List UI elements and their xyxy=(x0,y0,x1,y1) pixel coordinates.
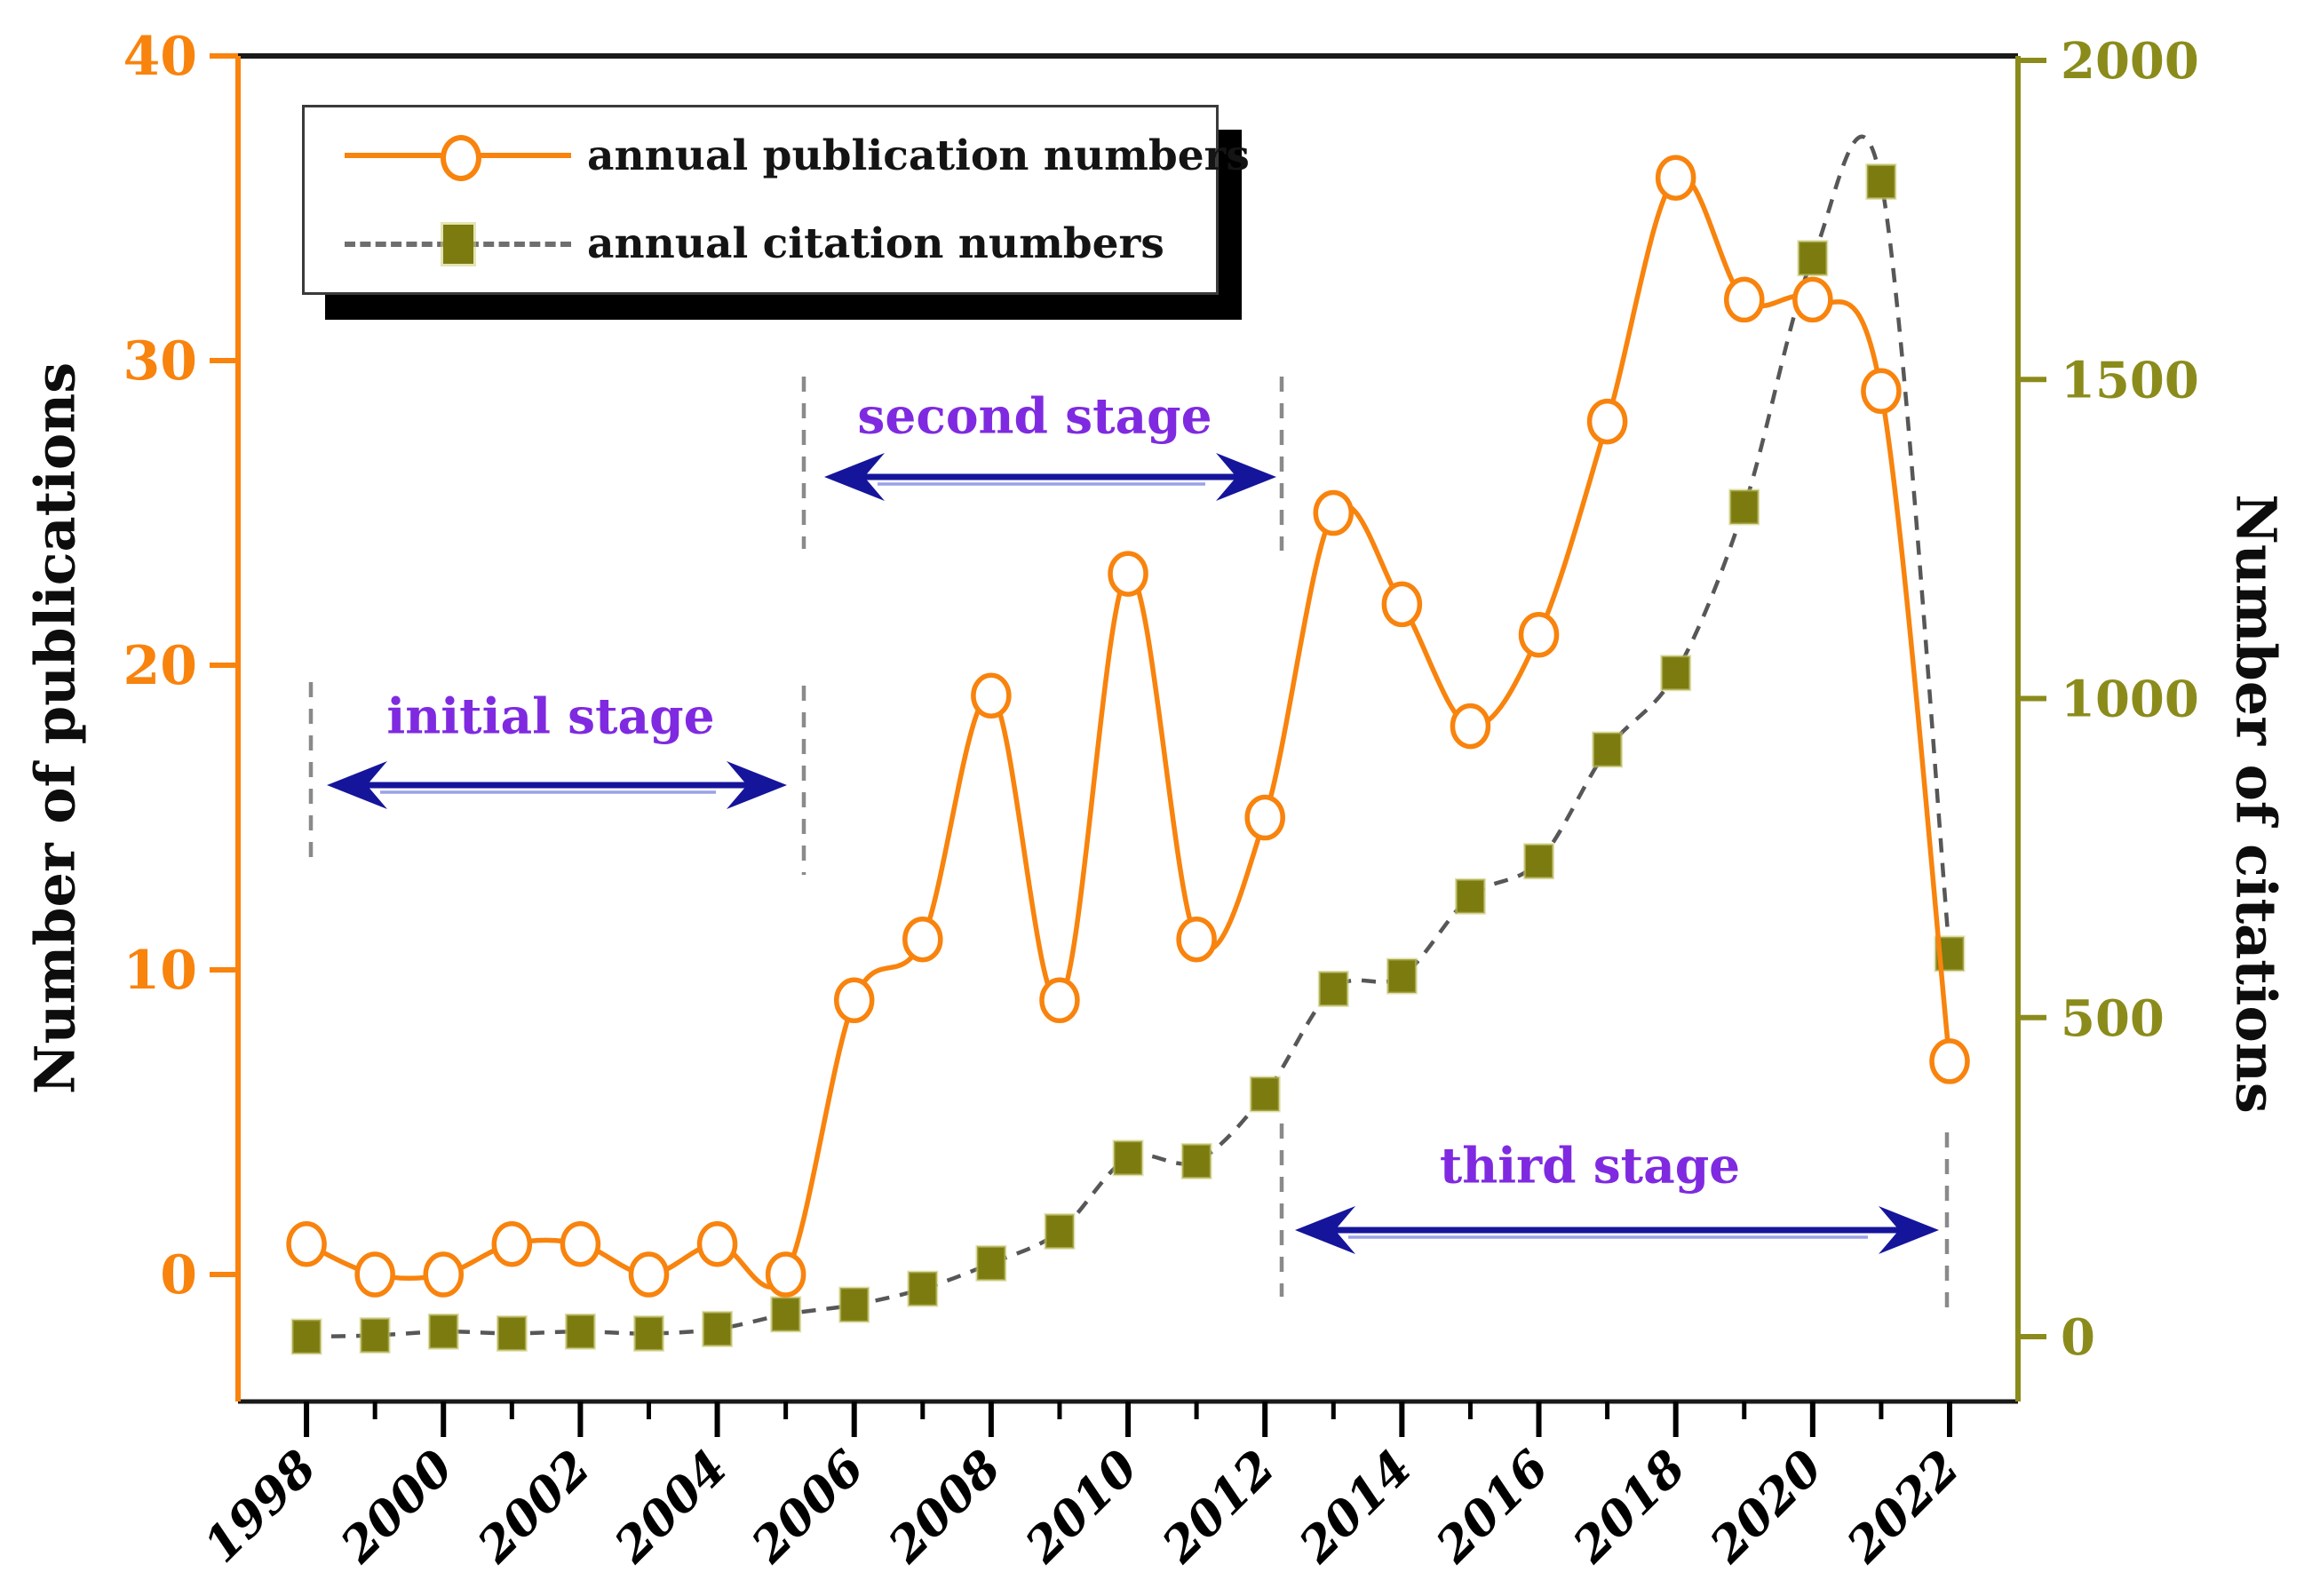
publication-data-point xyxy=(902,916,943,963)
x-axis: 1998 2000 2002 2004 2006 2008 2010 2012 2014 2016… xyxy=(193,1401,1970,1574)
x-axis-year-label: 2016 xyxy=(1424,1439,1559,1574)
citation-data-point xyxy=(1660,655,1692,692)
left-axis-tick-label: 20 xyxy=(123,635,198,697)
publication-data-point xyxy=(1176,916,1217,963)
left-axis: 0 10 20 30 40 xyxy=(123,26,238,1306)
x-axis-year-label: 2010 xyxy=(1013,1439,1148,1574)
legend: annual publication numbers annual citati… xyxy=(302,105,1250,295)
citation-data-point xyxy=(1386,957,1418,995)
legend-label-citations: annual citation numbers xyxy=(587,219,1164,269)
stage-range-arrow xyxy=(1295,1206,1939,1254)
publication-data-point xyxy=(1313,489,1355,536)
left-axis-title: Number of publications xyxy=(22,361,88,1095)
publication-data-point xyxy=(628,1251,670,1298)
publication-data-point xyxy=(1450,703,1491,750)
citation-series xyxy=(290,134,1966,1355)
x-axis-year-label: 2022 xyxy=(1835,1439,1970,1574)
publication-data-point xyxy=(1039,977,1080,1024)
stage-label-second: second stage xyxy=(857,386,1212,445)
left-axis-tick-label: 10 xyxy=(123,940,198,1002)
publication-data-point xyxy=(354,1251,395,1298)
legend-row-citations: annual citation numbers xyxy=(305,204,1216,284)
publication-data-point xyxy=(696,1220,738,1267)
publication-data-point xyxy=(1861,368,1902,415)
publication-data-point xyxy=(1244,794,1285,841)
citation-data-point xyxy=(1728,488,1760,526)
citation-data-point xyxy=(427,1313,459,1350)
citation-data-point xyxy=(702,1310,734,1347)
stage-annotations xyxy=(308,377,1950,1312)
stage-label-third: third stage xyxy=(1439,1136,1741,1195)
publication-data-point xyxy=(423,1251,464,1298)
citation-data-point xyxy=(838,1286,870,1323)
left-axis-tick-label: 30 xyxy=(123,330,198,393)
x-axis-year-label: 2008 xyxy=(877,1439,1012,1574)
x-axis-year-label: 2002 xyxy=(465,1439,600,1574)
citation-data-point xyxy=(1797,240,1829,277)
publication-data-point xyxy=(286,1220,327,1267)
publication-data-point xyxy=(1586,398,1628,445)
x-axis-year-label: 2012 xyxy=(1150,1439,1285,1574)
right-axis-tick-label: 1500 xyxy=(2061,351,2199,409)
stage-label-initial: initial stage xyxy=(386,687,715,745)
right-axis-tick-label: 1000 xyxy=(2061,671,2199,729)
publication-data-point xyxy=(971,672,1012,719)
publication-data-point xyxy=(1108,551,1148,597)
x-axis-year-label: 2014 xyxy=(1287,1439,1422,1574)
x-axis-year-label: 2018 xyxy=(1561,1439,1696,1574)
publication-data-point xyxy=(491,1220,533,1267)
x-axis-year-label: 2020 xyxy=(1698,1439,1833,1574)
citation-data-point xyxy=(359,1317,391,1354)
right-axis-tick-label: 500 xyxy=(2061,989,2165,1048)
citation-data-point xyxy=(1180,1142,1212,1179)
publication-data-point xyxy=(1381,581,1423,628)
publication-data-point xyxy=(1724,276,1765,323)
right-axis-tick-label: 2000 xyxy=(2061,32,2199,91)
publication-data-point xyxy=(765,1251,806,1298)
right-axis-tick-label: 0 xyxy=(2061,1308,2095,1367)
publication-line-marker-icon xyxy=(345,129,571,182)
publication-series xyxy=(286,155,1970,1298)
stage-range-arrow xyxy=(824,453,1276,501)
x-axis-year-label: 2006 xyxy=(740,1439,875,1574)
x-axis-year-label: 2004 xyxy=(603,1439,738,1574)
citation-data-point xyxy=(496,1314,528,1352)
x-axis-year-label: 2000 xyxy=(329,1439,464,1574)
citation-data-point xyxy=(632,1314,664,1352)
publication-data-point xyxy=(1929,1038,1970,1084)
citation-data-point xyxy=(1112,1139,1144,1177)
citation-data-point xyxy=(1592,731,1624,768)
citation-data-point xyxy=(1249,1076,1281,1113)
citation-line-marker-icon xyxy=(345,218,571,271)
right-axis: 0 500 1000 1500 2000 xyxy=(2018,32,2199,1367)
right-axis-title: Number of citations xyxy=(2223,494,2289,1114)
legend-row-publications: annual publication numbers xyxy=(305,115,1250,195)
citation-data-point xyxy=(564,1313,596,1350)
x-axis-year-label: 1998 xyxy=(193,1439,328,1574)
citation-data-point xyxy=(975,1244,1007,1282)
citation-data-point xyxy=(1865,163,1897,201)
left-axis-tick-label: 0 xyxy=(160,1244,197,1306)
citation-data-point xyxy=(290,1318,322,1355)
left-axis-tick-label: 40 xyxy=(123,26,198,88)
citation-data-point xyxy=(1044,1212,1076,1250)
citation-data-point xyxy=(1317,970,1349,1007)
legend-label-publications: annual publication numbers xyxy=(587,131,1250,180)
stage-range-arrow xyxy=(327,761,787,809)
publication-data-point xyxy=(1518,611,1560,658)
publication-data-point xyxy=(1655,155,1696,201)
publication-data-point xyxy=(1792,276,1833,323)
citation-data-point xyxy=(907,1270,939,1307)
citation-data-point xyxy=(1523,843,1555,880)
citation-data-point xyxy=(770,1296,802,1333)
publication-data-point xyxy=(833,977,875,1024)
citation-data-point xyxy=(1454,877,1486,915)
publication-data-point xyxy=(560,1220,601,1267)
